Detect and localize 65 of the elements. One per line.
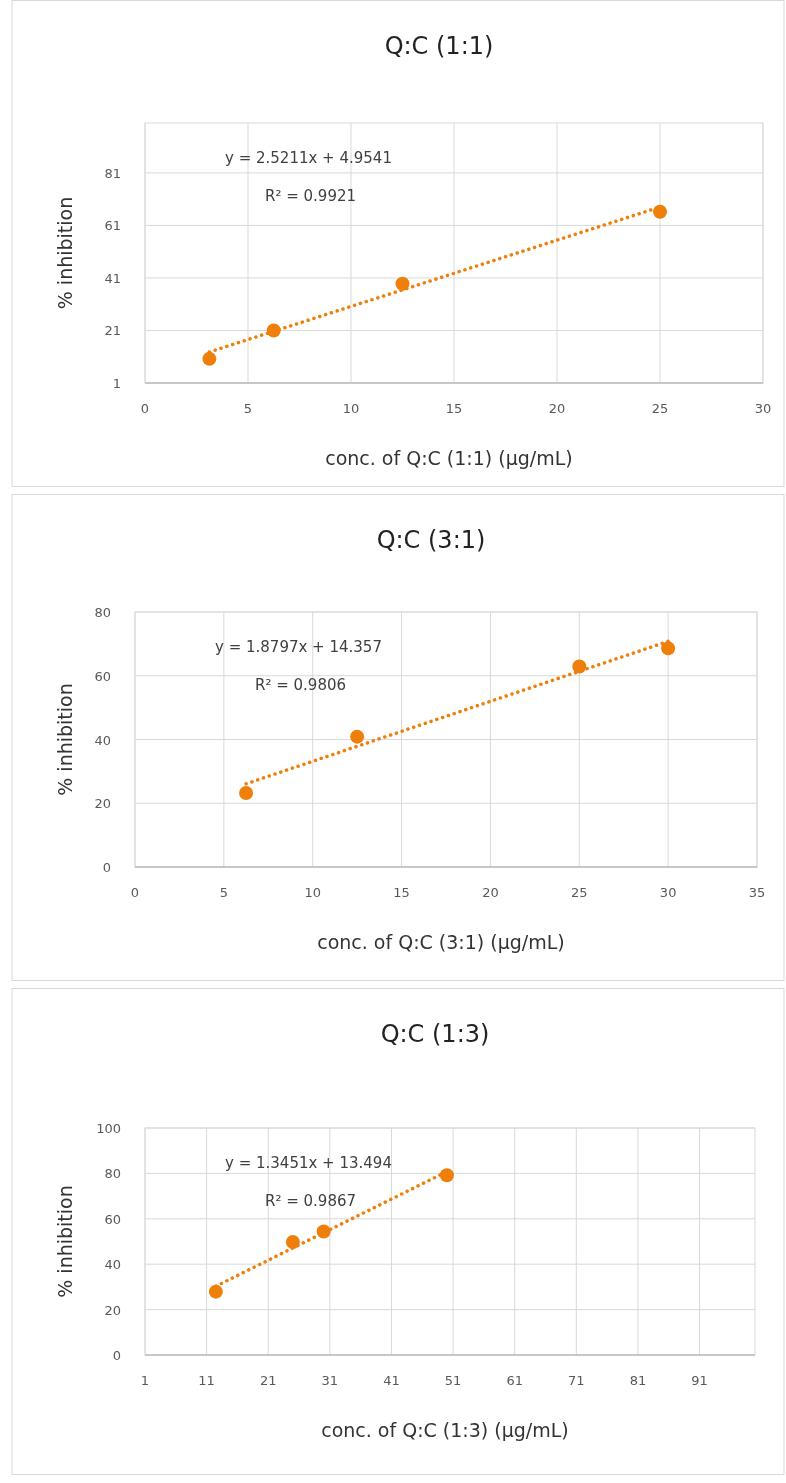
x-tick-label: 11 — [198, 1373, 215, 1388]
x-tick-label: 91 — [691, 1373, 708, 1388]
point — [395, 276, 410, 291]
x-tick-label: 30 — [659, 885, 677, 900]
annotation: y = 2.5211x + 4.9541 — [225, 149, 392, 167]
y-tick-label: 60 — [94, 668, 111, 684]
y-tick-label: 81 — [104, 165, 121, 181]
y-tick-label: 41 — [104, 270, 121, 286]
point — [202, 351, 217, 366]
x-tick-label: 0 — [140, 401, 150, 416]
point — [239, 786, 254, 801]
x-tick-label: 20 — [482, 885, 499, 900]
x-axis-title: conc. of Q:C (3:1) (μg/mL) — [317, 931, 565, 953]
y-tick-label: 0 — [112, 1348, 121, 1363]
chart-title: Q:C (1:3) — [380, 1020, 490, 1048]
x-tick-label: 51 — [444, 1373, 462, 1388]
y-tick-label: 20 — [94, 796, 111, 812]
x-tick-label: 5 — [219, 885, 228, 900]
y-tick-label: 80 — [104, 1166, 121, 1182]
point — [661, 641, 676, 656]
y-axis-title: % inhibition — [54, 683, 76, 796]
y-tick-label: 100 — [96, 1121, 121, 1136]
point — [285, 1234, 300, 1249]
y-tick-label: 21 — [104, 323, 121, 339]
y-tick-label: 61 — [104, 218, 121, 234]
annotation: R² = 0.9921 — [265, 187, 357, 205]
annotation: R² = 0.9867 — [265, 1192, 357, 1210]
y-tick-label: 0 — [102, 860, 111, 875]
x-tick-label: 5 — [243, 401, 253, 416]
y-tick-label: 80 — [94, 605, 111, 620]
x-tick-label: 35 — [748, 885, 766, 900]
x-tick-label: 20 — [548, 401, 566, 416]
y-tick-label: 60 — [104, 1211, 121, 1227]
x-axis-title: conc. of Q:C (1:1) (μg/mL) — [325, 447, 573, 469]
x-tick-label: 10 — [342, 401, 360, 416]
x-tick-label: 30 — [754, 401, 772, 416]
x-tick-label: 10 — [304, 885, 321, 900]
x-tick-label: 81 — [629, 1373, 647, 1388]
x-tick-label: 71 — [568, 1373, 585, 1388]
x-tick-label: 25 — [571, 885, 588, 900]
x-tick-label: 41 — [383, 1373, 400, 1388]
point — [350, 729, 365, 744]
x-tick-label: 61 — [506, 1373, 523, 1388]
point — [208, 1284, 223, 1299]
point — [653, 204, 667, 219]
x-tick-label: 31 — [321, 1373, 339, 1388]
y-tick-label: 20 — [104, 1302, 121, 1318]
y-tick-label: 1 — [112, 376, 121, 391]
chart-title: Q:C (1:1) — [384, 32, 494, 60]
y-tick-label: 40 — [94, 732, 111, 748]
point — [439, 1168, 454, 1183]
y-axis-title: % inhibition — [54, 1185, 76, 1298]
annotation: y = 1.3451x + 13.494 — [225, 1154, 392, 1172]
chart-title: Q:C (3:1) — [376, 526, 486, 554]
annotation: R² = 0.9806 — [255, 676, 347, 694]
x-axis-title: conc. of Q:C (1:3) (μg/mL) — [321, 1419, 569, 1441]
x-tick-label: 15 — [393, 885, 410, 900]
y-tick-label: 40 — [104, 1257, 121, 1273]
x-tick-label: 15 — [445, 401, 463, 416]
y-axis-title: % inhibition — [54, 196, 76, 310]
annotation: y = 1.8797x + 14.357 — [215, 638, 382, 656]
x-tick-label: 25 — [651, 401, 669, 416]
x-tick-label: 1 — [140, 1373, 150, 1388]
x-tick-label: 21 — [259, 1373, 277, 1388]
x-tick-label: 0 — [130, 885, 140, 900]
